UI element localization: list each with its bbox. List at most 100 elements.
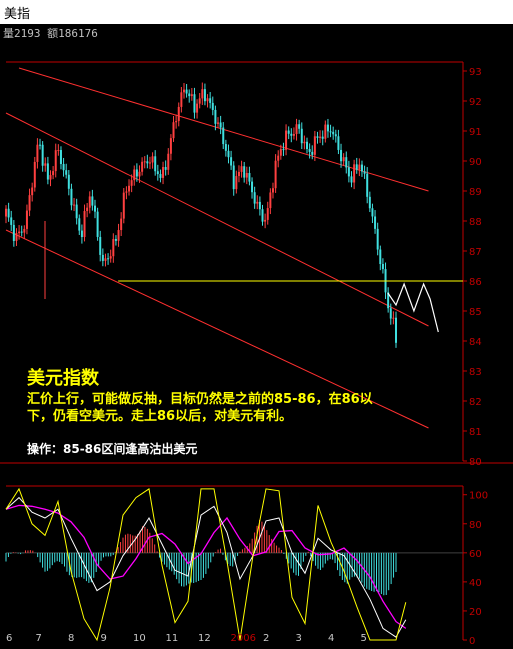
- oscillator-line-d: [5, 504, 407, 629]
- month-label: 11: [166, 633, 179, 644]
- candle-body: [350, 176, 353, 183]
- month-label: 2: [263, 633, 269, 644]
- candle-body: [75, 204, 78, 219]
- candle-body: [128, 185, 131, 192]
- candle-body: [324, 124, 327, 139]
- candle-body: [332, 131, 335, 135]
- candle-body: [86, 207, 89, 212]
- candle-body: [39, 144, 42, 146]
- oscillator-panel: 100 80 60 40 20 0: [5, 485, 488, 647]
- candle-body: [52, 171, 55, 176]
- candle-body: [311, 151, 314, 155]
- price-tick-label: 91: [469, 127, 482, 138]
- info-bar: 量2193 额186176: [0, 24, 513, 40]
- candle-body: [217, 122, 220, 124]
- month-label: 4: [328, 633, 334, 644]
- candle-body: [93, 205, 96, 212]
- month-label: 12: [198, 633, 211, 644]
- candle-body: [177, 106, 180, 122]
- candle-body: [214, 109, 217, 124]
- candle-body: [164, 167, 167, 170]
- candle-body: [298, 124, 301, 129]
- candle-body: [363, 171, 366, 174]
- candle-body: [201, 89, 204, 99]
- candle-body: [219, 122, 222, 128]
- candle-body: [326, 124, 329, 132]
- price-panel: 93 92 91 90 89 88 87 86 85 84 83 82 81 80: [0, 61, 513, 468]
- candle-body: [203, 89, 206, 102]
- candle-body: [23, 228, 26, 233]
- analysis-annotation: 美元指数 汇价上行，可能做反抽，目标仍然是之前的85-86，在86以 下，仍看空…: [27, 367, 373, 456]
- candle-body: [73, 204, 76, 206]
- candle-body: [345, 157, 348, 168]
- candle-body: [235, 176, 238, 190]
- candle-body: [368, 196, 371, 209]
- candle-body: [206, 98, 209, 102]
- candle-body: [251, 181, 254, 193]
- candle-body: [308, 149, 311, 152]
- candle-body: [36, 144, 39, 162]
- candle-body: [279, 149, 282, 156]
- candle-body: [133, 169, 136, 181]
- candle-body: [44, 163, 47, 166]
- candle-body: [154, 156, 157, 172]
- candle-body: [25, 210, 28, 229]
- candle-body: [285, 130, 288, 150]
- candle-body: [182, 89, 185, 93]
- candle-body: [33, 161, 36, 188]
- candle-body: [141, 161, 144, 172]
- candle-body: [18, 231, 21, 234]
- candle-body: [303, 141, 306, 144]
- candle-body: [167, 153, 170, 170]
- candle-body: [91, 196, 94, 206]
- window-titlebar: 美指: [0, 0, 513, 24]
- candle-body: [46, 163, 49, 180]
- candle-body: [264, 219, 267, 222]
- candle-body: [371, 208, 374, 217]
- candle-body: [381, 263, 384, 270]
- candle-body: [190, 94, 193, 97]
- candle-body: [180, 92, 183, 107]
- candle-body: [70, 188, 73, 206]
- candle-body: [261, 209, 264, 222]
- volume-amount-readout: 量2193 额186176: [3, 27, 98, 40]
- candle-body: [120, 218, 123, 231]
- candle-body: [271, 188, 274, 193]
- oscillator-line-j: [5, 487, 407, 642]
- oscillator-tick-label: 0: [469, 636, 475, 647]
- price-tick-label: 84: [469, 337, 482, 348]
- candle-body: [99, 236, 102, 255]
- candle-body: [319, 136, 322, 138]
- oscillator-tick-label: 100: [469, 491, 488, 502]
- candle-body: [101, 254, 104, 261]
- candle-body: [109, 256, 112, 259]
- candle-body: [188, 93, 191, 97]
- month-label: 3: [296, 633, 302, 644]
- candle-body: [337, 136, 340, 150]
- channel-line-lower: [5, 229, 429, 429]
- candle-body: [248, 173, 251, 182]
- candle-body: [159, 174, 162, 178]
- price-tick-label: 92: [469, 97, 482, 108]
- candle-body: [148, 162, 151, 164]
- month-label: 2006: [231, 633, 256, 644]
- candle-body: [185, 89, 188, 94]
- candle-body: [306, 141, 309, 150]
- candle-body: [274, 160, 277, 189]
- window-title: 美指: [4, 7, 31, 22]
- month-axis: 6 7 8 9 10 11 12 2006 2 3 4 5: [6, 633, 367, 644]
- candle-body: [379, 249, 382, 264]
- candle-body: [313, 136, 316, 155]
- candle-body: [358, 164, 361, 170]
- candle-body: [107, 258, 110, 260]
- candle-body: [227, 150, 230, 158]
- candle-body: [230, 157, 233, 166]
- candle-body: [78, 218, 81, 231]
- month-label: 9: [101, 633, 107, 644]
- candle-body: [374, 216, 377, 229]
- candle-body: [31, 187, 34, 196]
- oscillator-tick-label: 40: [469, 578, 482, 589]
- candle-body: [130, 180, 133, 186]
- candle-body: [104, 258, 107, 261]
- candle-body: [240, 166, 243, 172]
